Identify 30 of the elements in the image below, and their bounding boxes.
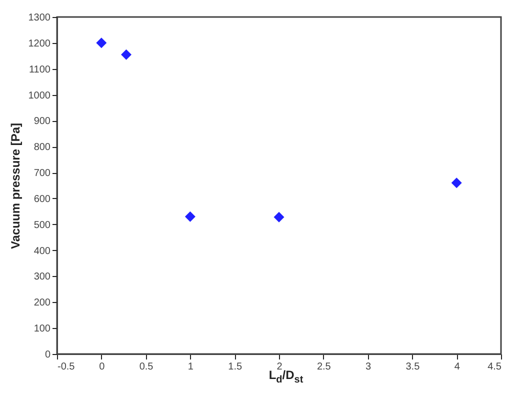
y-axis-title: Vacuum pressure [Pa] — [8, 122, 22, 250]
y-tick-label: 900 — [34, 116, 51, 128]
x-tick-label: -0.5 — [58, 362, 76, 372]
y-tick-label: 1300 — [28, 12, 51, 24]
y-tick-label: 1200 — [28, 38, 51, 50]
point — [121, 49, 132, 60]
x-tick-label: 1 — [188, 362, 194, 372]
y-tick-label: 300 — [34, 272, 51, 283]
point — [184, 211, 196, 222]
x-tick-label: 2.5 — [316, 362, 332, 372]
point — [274, 212, 284, 222]
x-tick-label: 4 — [454, 362, 460, 372]
y-tick-label: 700 — [34, 168, 51, 180]
y-tick-label: 600 — [34, 194, 51, 205]
y-tick-label: 0 — [44, 350, 51, 360]
x-tick-label: 3 — [366, 362, 372, 372]
y-tick-label: 800 — [34, 142, 51, 154]
point — [451, 178, 462, 188]
y-tick-label: 1000 — [28, 90, 51, 102]
y-tick-label: 1100 — [28, 64, 51, 76]
x-tick-label: 4.5 — [488, 362, 502, 372]
x-tick-label: 1.5 — [228, 362, 242, 372]
y-tick-label: 500 — [34, 220, 51, 231]
x-tick-label: 3.5 — [406, 362, 420, 372]
y-tick-label: 400 — [34, 246, 51, 257]
point — [96, 38, 107, 48]
x-tick-label: 0.5 — [139, 362, 154, 372]
y-tick-label: 100 — [34, 324, 51, 335]
x-tick-label: 0 — [99, 362, 106, 372]
y-tick-label: 200 — [34, 298, 51, 309]
